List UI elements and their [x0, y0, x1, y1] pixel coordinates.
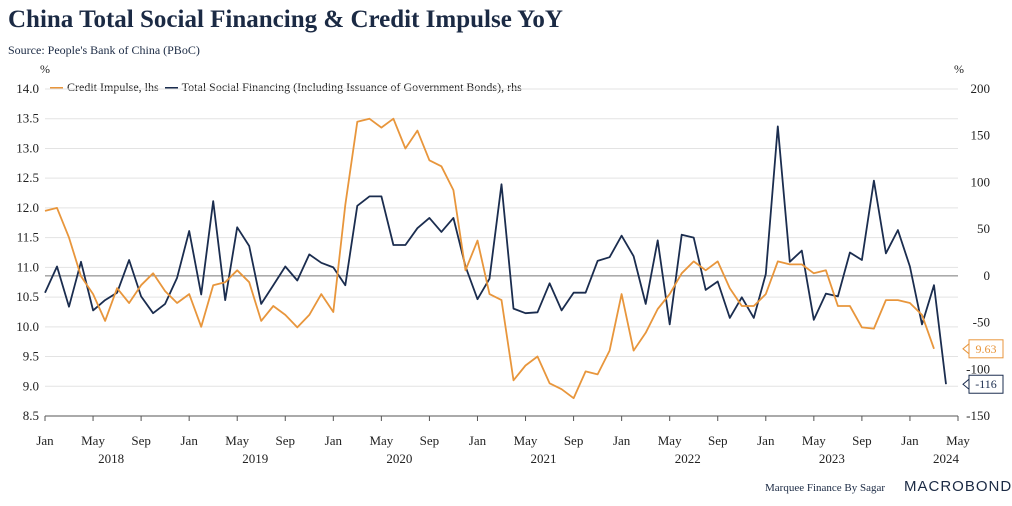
series-line-tsf [44, 125, 947, 385]
x-tick-label: May [369, 433, 393, 448]
left-tick-label: 9.0 [23, 378, 39, 393]
right-axis-unit: % [954, 62, 964, 76]
x-tick-label: Jan [180, 433, 198, 448]
legend-swatch-tsf [164, 86, 178, 89]
x-year-label: 2020 [386, 451, 412, 466]
x-tick-label: Sep [564, 433, 584, 448]
chart-title: China Total Social Financing & Credit Im… [8, 6, 563, 33]
legend-label-tsf: Total Social Financing (Including Issuan… [181, 80, 522, 94]
chart-legend: Credit Impulse, lhs Total Social Financi… [50, 80, 522, 95]
left-tick-label: 14.0 [16, 81, 39, 96]
x-tick-label: Jan [901, 433, 919, 448]
x-year-label: 2023 [819, 451, 845, 466]
x-year-label: 2021 [531, 451, 557, 466]
right-tick-label: 150 [971, 128, 991, 143]
x-year-label: 2022 [675, 451, 701, 466]
x-tick-label: Sep [420, 433, 440, 448]
left-tick-label: 9.5 [23, 349, 39, 364]
left-tick-label: 8.5 [23, 408, 39, 423]
series-line-credit-impulse [44, 117, 935, 400]
left-tick-label: 13.5 [16, 111, 39, 126]
legend-label-credit-impulse: Credit Impulse, lhs [67, 80, 159, 94]
left-tick-label: 12.5 [16, 170, 39, 185]
x-tick-label: Jan [613, 433, 631, 448]
x-tick-label: Sep [131, 433, 151, 448]
x-tick-label: May [658, 433, 682, 448]
x-tick-label: Sep [276, 433, 296, 448]
legend-swatch-credit-impulse [50, 86, 63, 89]
footer-credit: Marquee Finance By Sagar [765, 482, 886, 494]
left-tick-label: 10.5 [16, 289, 39, 304]
right-tick-label: -100 [966, 361, 990, 376]
callout-tsf-box [968, 374, 1004, 394]
left-tick-label: 11.0 [17, 259, 39, 274]
x-year-label: 2019 [242, 451, 268, 466]
left-tick-label: 12.0 [16, 200, 39, 215]
callout-credit-impulse-label: 9.63 [976, 342, 997, 356]
left-axis-unit: % [40, 62, 50, 76]
brand-logo: MACROBOND [904, 478, 1012, 495]
callout-tsf-label: -116 [975, 377, 997, 391]
right-tick-label: -150 [966, 408, 990, 423]
callout-credit-impulse-box [968, 339, 1004, 359]
x-tick-label: May [225, 433, 249, 448]
legend-item-tsf: Total Social Financing (Including Issuan… [164, 80, 522, 95]
left-tick-label: 13.0 [16, 140, 39, 155]
right-tick-label: 100 [971, 174, 991, 189]
x-tick-label: May [514, 433, 538, 448]
legend-item-credit-impulse: Credit Impulse, lhs [50, 80, 159, 95]
left-tick-label: 10.0 [16, 319, 39, 334]
x-tick-label: Jan [36, 433, 54, 448]
x-tick-label: Sep [852, 433, 872, 448]
x-tick-label: May [802, 433, 826, 448]
x-year-label: 2018 [98, 451, 124, 466]
right-tick-label: -50 [973, 315, 990, 330]
x-tick-label: Jan [325, 433, 343, 448]
x-tick-label: Jan [469, 433, 487, 448]
x-tick-label: May [946, 433, 970, 448]
callout-tsf-pointer [962, 378, 970, 391]
right-tick-label: 0 [984, 268, 991, 283]
chart-source: Source: People's Bank of China (PBoC) [8, 43, 200, 57]
x-tick-label: Jan [757, 433, 775, 448]
right-tick-label: 50 [977, 221, 990, 236]
left-tick-label: 11.5 [17, 230, 39, 245]
right-tick-label: 200 [971, 81, 991, 96]
callout-credit-impulse-pointer [962, 342, 970, 355]
x-year-label: 2024 [933, 451, 960, 466]
x-tick-label: May [81, 433, 105, 448]
x-tick-label: Sep [708, 433, 728, 448]
